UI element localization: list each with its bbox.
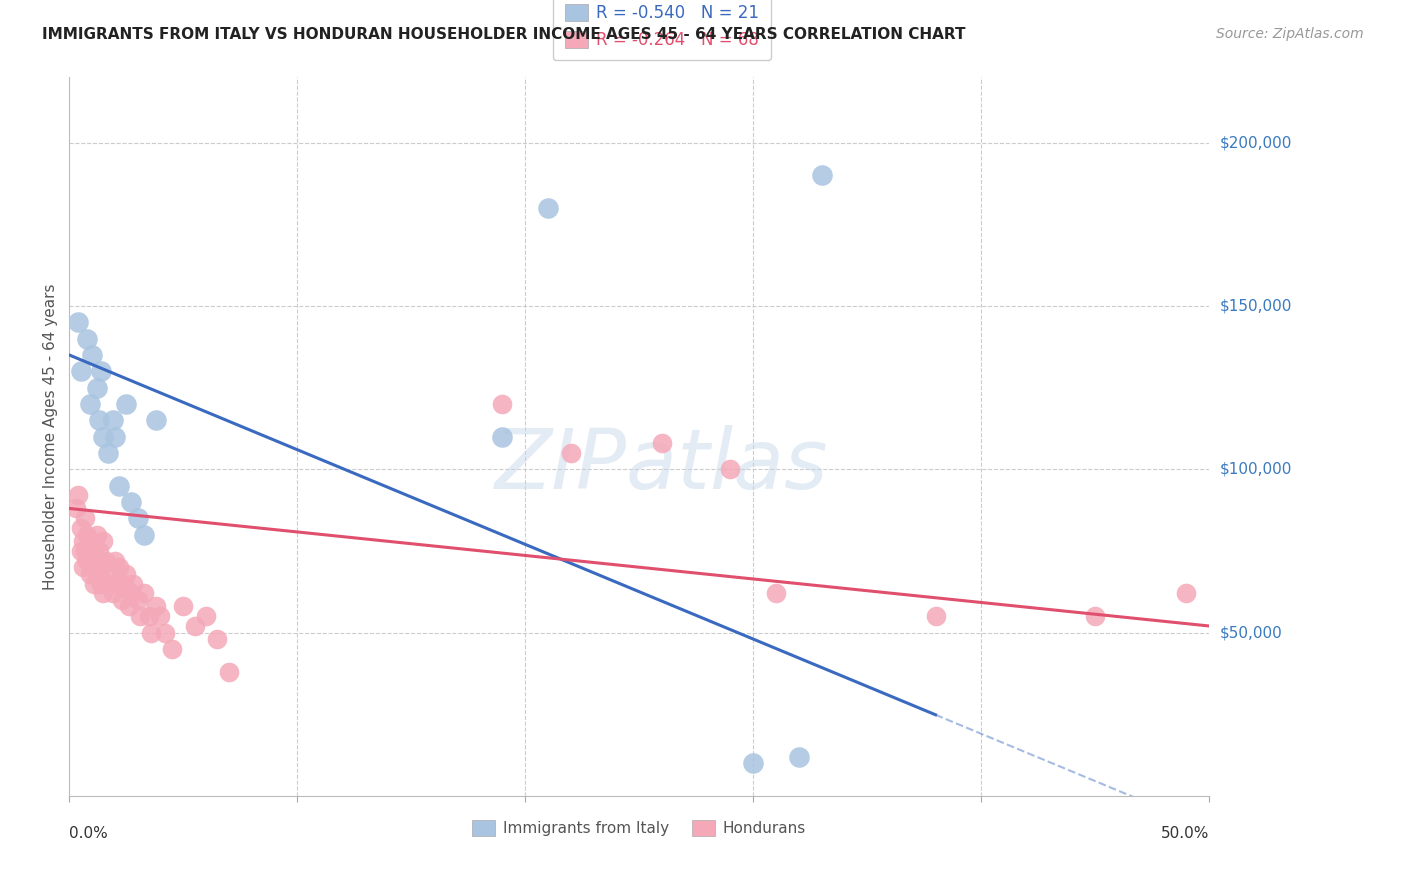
Point xyxy=(86,527,108,541)
Point xyxy=(98,576,121,591)
Text: $50,000: $50,000 xyxy=(1220,625,1282,640)
Point xyxy=(69,364,91,378)
Point xyxy=(72,534,94,549)
Point xyxy=(86,381,108,395)
Y-axis label: Householder Income Ages 45 - 64 years: Householder Income Ages 45 - 64 years xyxy=(44,284,58,590)
Point xyxy=(93,429,115,443)
Point xyxy=(101,413,124,427)
Point xyxy=(79,566,101,581)
Text: $200,000: $200,000 xyxy=(1220,136,1292,150)
Text: 0.0%: 0.0% xyxy=(69,826,108,841)
Point xyxy=(80,560,103,574)
Point xyxy=(80,544,103,558)
Point xyxy=(141,625,163,640)
Point xyxy=(765,586,787,600)
Point xyxy=(160,641,183,656)
Point xyxy=(111,592,134,607)
Point xyxy=(120,586,142,600)
Text: ZIPatlas: ZIPatlas xyxy=(495,425,828,506)
Text: Source: ZipAtlas.com: Source: ZipAtlas.com xyxy=(1216,27,1364,41)
Point xyxy=(93,534,115,549)
Point xyxy=(80,348,103,362)
Point xyxy=(195,609,218,624)
Point xyxy=(491,397,513,411)
Point xyxy=(127,511,149,525)
Point xyxy=(86,554,108,568)
Point xyxy=(145,413,167,427)
Text: $150,000: $150,000 xyxy=(1220,299,1292,313)
Text: 50.0%: 50.0% xyxy=(1161,826,1209,841)
Point xyxy=(153,625,176,640)
Point xyxy=(105,576,128,591)
Point xyxy=(718,462,741,476)
Point xyxy=(101,586,124,600)
Point xyxy=(69,521,91,535)
Point xyxy=(79,397,101,411)
Point xyxy=(172,599,194,614)
Point xyxy=(560,446,582,460)
Point xyxy=(67,488,90,502)
Point xyxy=(104,554,127,568)
Point xyxy=(149,609,172,624)
Text: IMMIGRANTS FROM ITALY VS HONDURAN HOUSEHOLDER INCOME AGES 45 - 64 YEARS CORRELAT: IMMIGRANTS FROM ITALY VS HONDURAN HOUSEH… xyxy=(42,27,966,42)
Point xyxy=(104,429,127,443)
Point xyxy=(76,554,98,568)
Point xyxy=(75,544,97,558)
Point xyxy=(72,560,94,574)
Text: $100,000: $100,000 xyxy=(1220,462,1292,476)
Point xyxy=(651,436,673,450)
Point xyxy=(120,495,142,509)
Point xyxy=(138,609,160,624)
Point xyxy=(90,576,112,591)
Point xyxy=(108,560,131,574)
Point xyxy=(112,576,135,591)
Point xyxy=(115,397,138,411)
Point xyxy=(742,756,765,771)
Point xyxy=(127,592,149,607)
Point xyxy=(75,511,97,525)
Point xyxy=(1084,609,1107,624)
Point xyxy=(69,544,91,558)
Point xyxy=(1175,586,1198,600)
Point xyxy=(924,609,946,624)
Point xyxy=(87,544,110,558)
Point xyxy=(117,599,139,614)
Point xyxy=(218,665,240,679)
Point xyxy=(65,501,87,516)
Point xyxy=(207,632,229,646)
Point xyxy=(145,599,167,614)
Point xyxy=(79,534,101,549)
Point xyxy=(76,332,98,346)
Point xyxy=(76,527,98,541)
Point xyxy=(810,169,832,183)
Point xyxy=(93,586,115,600)
Point xyxy=(90,560,112,574)
Point xyxy=(87,566,110,581)
Point xyxy=(134,527,156,541)
Point xyxy=(183,619,205,633)
Point xyxy=(87,413,110,427)
Point xyxy=(122,576,145,591)
Point xyxy=(129,609,152,624)
Point xyxy=(97,446,120,460)
Legend: Immigrants from Italy, Hondurans: Immigrants from Italy, Hondurans xyxy=(467,814,813,842)
Point xyxy=(491,429,513,443)
Point xyxy=(108,478,131,492)
Point xyxy=(537,201,560,215)
Point xyxy=(97,566,120,581)
Point xyxy=(115,566,138,581)
Point xyxy=(134,586,156,600)
Point xyxy=(94,554,117,568)
Point xyxy=(67,315,90,329)
Point xyxy=(83,576,105,591)
Point xyxy=(90,364,112,378)
Point xyxy=(787,749,810,764)
